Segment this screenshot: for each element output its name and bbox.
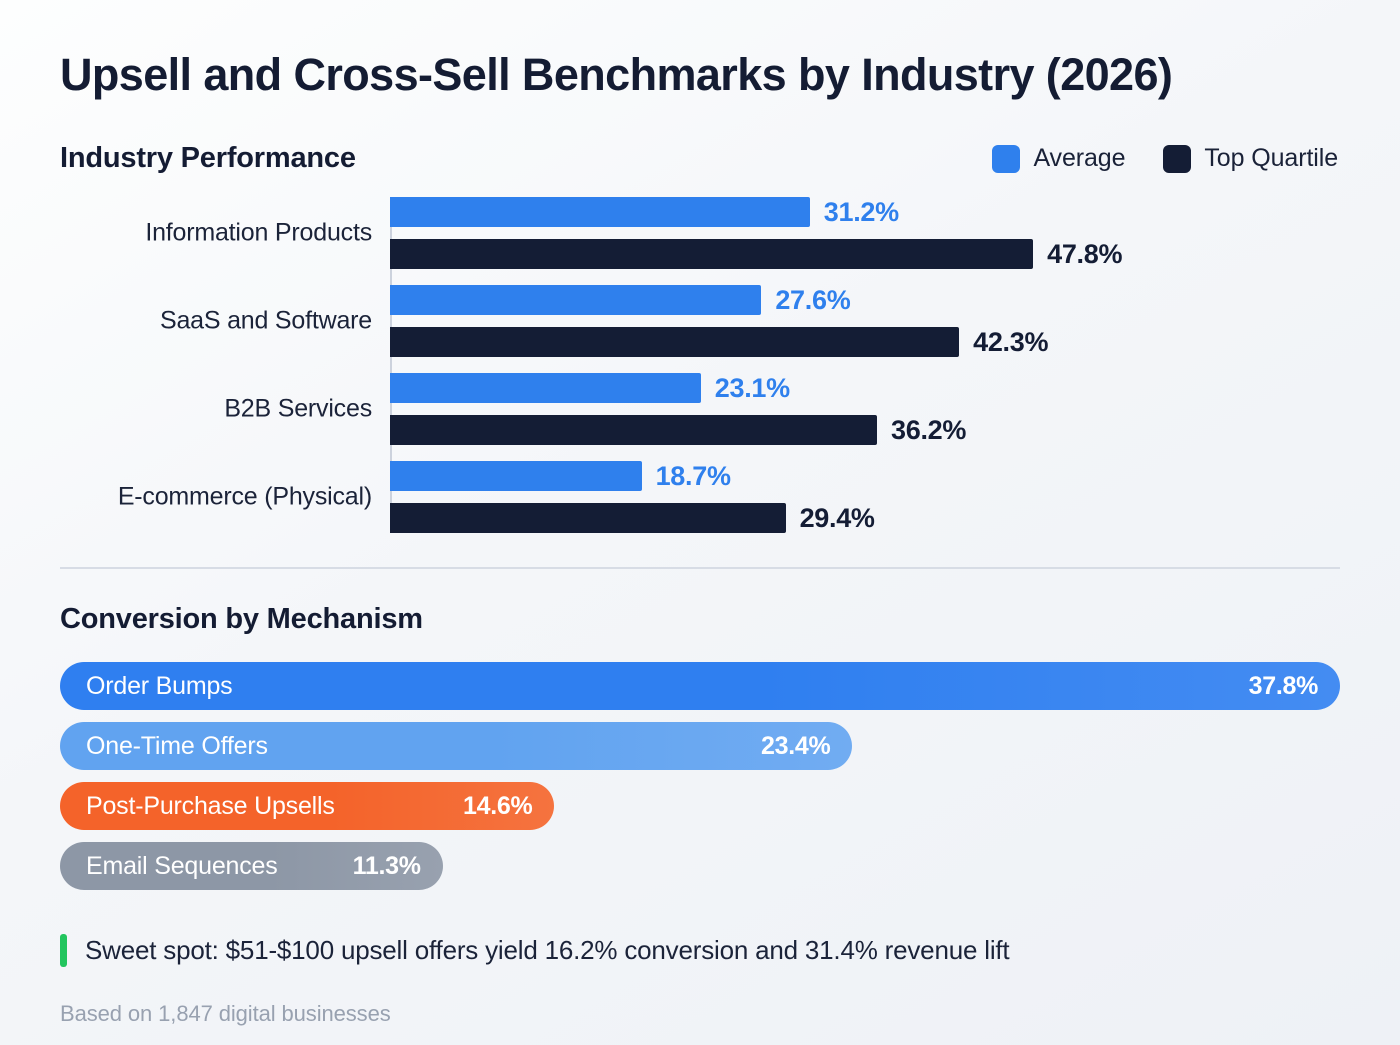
legend-item-top-quartile: Top Quartile — [1163, 144, 1338, 173]
industry-bar-value: 31.2% — [823, 196, 899, 227]
mechanism-label: Order Bumps — [86, 671, 233, 700]
mechanism-bar-chart: Order Bumps 37.8% One-Time Offers 23.4% Post… — [60, 662, 1340, 891]
industry-bar-row-top: 36.2% — [390, 414, 1340, 446]
mechanism-bar: Post-Purchase Upsells 14.6% — [60, 782, 555, 831]
industry-category-label: E-commerce (Physical) — [117, 482, 372, 511]
mechanism-label: One-Time Offers — [86, 731, 268, 760]
mechanism-row: One-Time Offers 23.4% — [60, 722, 1340, 771]
legend-label-average: Average — [1033, 144, 1126, 173]
callout-text: Sweet spot: $51-$100 upsell offers yield… — [85, 935, 1010, 966]
industry-bar-value: 27.6% — [775, 284, 851, 315]
industry-bar-row-top: 29.4% — [390, 502, 1340, 534]
mechanism-bar: Email Sequences 11.3% — [60, 842, 443, 891]
industry-bar-top — [390, 415, 878, 446]
page-title: Upsell and Cross-Sell Benchmarks by Indu… — [60, 49, 1173, 100]
legend-swatch-top-quartile-icon — [1163, 144, 1192, 173]
industry-bar-value: 29.4% — [799, 502, 875, 533]
industry-group: B2B Services 23.1% 36.2% — [224, 372, 1340, 446]
chart-legend: Average Top Quartile — [992, 144, 1340, 173]
mechanism-row: Post-Purchase Upsells 14.6% — [60, 782, 1340, 831]
industry-bar-value: 18.7% — [655, 460, 731, 491]
industry-bar-value: 23.1% — [714, 372, 790, 403]
industry-bar-top — [390, 503, 786, 534]
legend-swatch-average-icon — [992, 144, 1021, 173]
industry-bar-avg — [390, 285, 762, 316]
industry-bar-top — [390, 327, 960, 358]
mechanism-value: 11.3% — [352, 851, 421, 880]
industry-bar-value: 42.3% — [973, 326, 1049, 357]
industry-group: E-commerce (Physical) 18.7% 29.4% — [118, 460, 1340, 534]
industry-category-label: B2B Services — [224, 394, 372, 423]
industry-group: Information Products 31.2% 47.8% — [145, 196, 1340, 270]
mechanism-bar: Order Bumps 37.8% — [60, 662, 1340, 711]
mechanism-row: Order Bumps 37.8% — [60, 662, 1340, 711]
industry-bar-row-top: 47.8% — [390, 238, 1340, 270]
industry-bar-value: 36.2% — [891, 414, 967, 445]
industry-bar-value: 47.8% — [1047, 238, 1123, 269]
industry-section-title: Industry Performance — [60, 142, 356, 175]
mechanism-row: Email Sequences 11.3% — [60, 842, 1340, 891]
callout-accent-bar — [60, 934, 67, 967]
mechanism-label: Email Sequences — [86, 851, 278, 880]
industry-bar-avg — [390, 461, 642, 492]
footnote: Based on 1,847 digital businesses — [60, 1000, 391, 1026]
industry-bar-avg — [390, 373, 701, 404]
industry-section-header: Industry Performance Average Top Quartil… — [60, 142, 1340, 175]
mechanism-bar: One-Time Offers 23.4% — [60, 722, 853, 771]
mechanism-section-title: Conversion by Mechanism — [60, 603, 423, 636]
industry-bar-row-avg: 23.1% — [390, 372, 1340, 404]
mechanism-value: 37.8% — [1248, 671, 1319, 700]
industry-bar-row-avg: 27.6% — [390, 284, 1340, 316]
mechanism-value: 23.4% — [760, 731, 831, 760]
industry-category-label: Information Products — [145, 218, 372, 247]
industry-bar-row-avg: 18.7% — [390, 460, 1340, 492]
industry-bar-row-top: 42.3% — [390, 326, 1340, 358]
industry-group: SaaS and Software 27.6% 42.3% — [160, 284, 1340, 358]
callout: Sweet spot: $51-$100 upsell offers yield… — [60, 934, 1340, 967]
industry-bar-avg — [390, 197, 810, 228]
industry-bar-row-avg: 31.2% — [390, 196, 1340, 228]
chart-axis-line — [390, 199, 392, 532]
industry-bar-chart: Information Products 31.2% 47.8% SaaS and S… — [60, 196, 1340, 534]
industry-category-label: SaaS and Software — [159, 306, 372, 335]
legend-label-top-quartile: Top Quartile — [1204, 144, 1338, 173]
mechanism-label: Post-Purchase Upsells — [86, 791, 335, 820]
industry-bar-top — [390, 239, 1034, 270]
legend-item-average: Average — [992, 144, 1126, 173]
section-divider — [60, 567, 1340, 570]
mechanism-value: 14.6% — [463, 791, 533, 820]
